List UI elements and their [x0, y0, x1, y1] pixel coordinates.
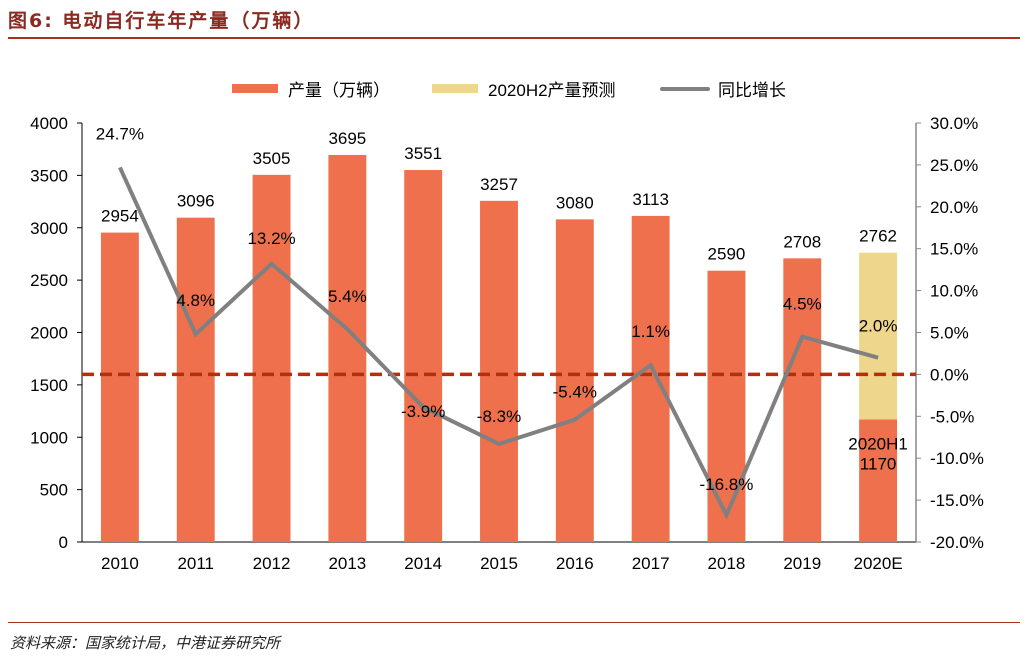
chart-legend: 产量（万辆） 2020H2产量预测 同比增长 — [232, 81, 786, 100]
left-tick-label: 3500 — [30, 166, 68, 185]
h1-annotation-line2: 1170 — [860, 454, 897, 473]
right-tick-label: -20.0% — [930, 533, 984, 552]
title-divider — [8, 37, 1020, 39]
legend-label: 产量（万辆） — [288, 81, 390, 100]
x-tick-label: 2018 — [708, 554, 746, 573]
right-tick-label: 5.0% — [930, 324, 969, 343]
h1-annotation-line1: 2020H1 — [848, 434, 908, 453]
production-chart: 产量（万辆） 2020H2产量预测 同比增长 0 500 1000 1500 2000 250… — [30, 81, 984, 573]
legend-item-production: 产量（万辆） — [232, 81, 390, 100]
bar-production — [328, 154, 367, 543]
bar-value-label: 3257 — [480, 175, 518, 194]
right-tick-label: -5.0% — [930, 407, 974, 426]
right-tick-label: -10.0% — [930, 449, 984, 468]
legend-label: 同比增长 — [718, 81, 786, 100]
right-tick-label: 30.0% — [930, 114, 978, 133]
left-tick-label: 0 — [59, 533, 68, 552]
right-tick-label: 15.0% — [930, 240, 978, 259]
right-tick-label: 0.0% — [930, 365, 969, 384]
figure-title: 图6: 电动自行车年产量（万辆） — [8, 10, 315, 32]
bar-production — [480, 200, 518, 542]
bar-value-label: 2590 — [708, 245, 746, 264]
left-tick-label: 4000 — [30, 114, 68, 133]
growth-value-label: -3.9% — [401, 402, 445, 421]
bar-production — [100, 232, 139, 543]
growth-value-label: 1.1% — [631, 322, 670, 341]
legend-item-growth: 同比增长 — [660, 81, 786, 100]
x-tick-label: 2020E — [854, 554, 903, 573]
bar-series — [100, 154, 898, 543]
bar-production — [176, 217, 215, 542]
left-tick-label: 500 — [40, 481, 68, 500]
legend-item-forecast: 2020H2产量预测 — [432, 81, 616, 100]
bar-value-label: 2954 — [101, 207, 139, 226]
x-tick-label: 2012 — [253, 554, 291, 573]
bar-value-label: 2708 — [783, 232, 821, 251]
growth-line-series — [118, 166, 879, 520]
legend-swatch — [432, 84, 478, 93]
right-tick-label: 10.0% — [930, 282, 978, 301]
bar-forecast-2020h2 — [859, 252, 898, 420]
x-tick-label: 2019 — [783, 554, 821, 573]
growth-value-label: 4.8% — [176, 291, 215, 310]
footer-divider — [8, 622, 1020, 623]
bar-value-label: 3080 — [556, 193, 594, 212]
chart-axes: 0 500 1000 1500 2000 2500 3000 3500 4000 -20.0% -1… — [30, 114, 984, 573]
left-tick-label: 2500 — [30, 271, 68, 290]
growth-value-label: 2.0% — [859, 317, 898, 336]
bar-value-label: 2762 — [859, 227, 897, 246]
bar-production — [859, 419, 898, 542]
growth-value-label: -8.3% — [477, 407, 521, 426]
bar-value-label: 3113 — [632, 190, 669, 209]
growth-value-label: 4.5% — [783, 295, 822, 314]
legend-label: 2020H2产量预测 — [488, 81, 616, 100]
left-tick-label: 2000 — [30, 324, 68, 343]
source-note: 资料来源：国家统计局，中港证券研究所 — [10, 634, 281, 652]
growth-value-label: 13.2% — [247, 229, 295, 248]
right-tick-label: 20.0% — [930, 198, 978, 217]
bar-production — [783, 258, 822, 542]
left-tick-label: 1500 — [30, 376, 68, 395]
bar-production — [631, 215, 670, 542]
x-tick-label: 2010 — [101, 554, 139, 573]
bar-production — [252, 174, 291, 542]
legend-swatch — [232, 84, 278, 93]
bar-value-label: 3096 — [177, 192, 215, 211]
bar-production — [707, 270, 746, 542]
data-labels: 2954 3096 3505 3695 3551 3257 3080 3113 2590 2708… — [96, 124, 908, 494]
growth-value-label: -16.8% — [700, 475, 754, 494]
x-tick-label: 2015 — [480, 554, 518, 573]
x-tick-label: 2014 — [404, 554, 442, 573]
bar-production — [555, 219, 594, 542]
x-tick-label: 2017 — [632, 554, 670, 573]
x-tick-label: 2011 — [177, 554, 214, 573]
left-tick-label: 3000 — [30, 219, 68, 238]
x-tick-label: 2013 — [328, 554, 366, 573]
growth-value-label: 5.4% — [328, 287, 367, 306]
right-tick-label: 25.0% — [930, 156, 978, 175]
bar-value-label: 3695 — [328, 129, 366, 148]
bar-value-label: 3505 — [253, 149, 291, 168]
growth-value-label: 24.7% — [96, 124, 144, 143]
growth-value-label: -5.4% — [553, 383, 597, 402]
bar-value-label: 3551 — [404, 144, 442, 163]
right-tick-label: -15.0% — [930, 491, 984, 510]
x-tick-label: 2016 — [556, 554, 594, 573]
left-tick-label: 1000 — [30, 428, 68, 447]
bar-production — [404, 170, 443, 542]
